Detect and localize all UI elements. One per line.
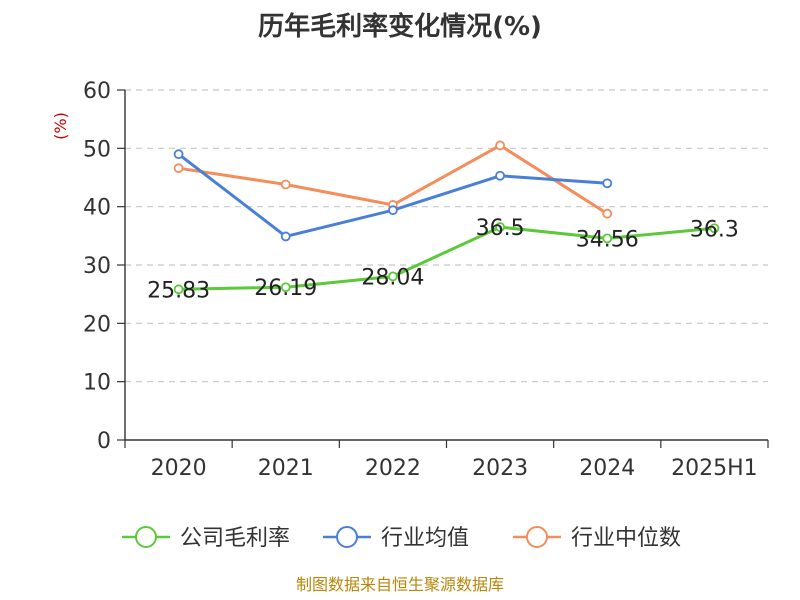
x-tick-label: 2020 [151,456,207,481]
y-tick-label: 30 [83,254,111,279]
data-point-series-1 [173,149,184,160]
data-label: 28.04 [361,265,424,290]
y-tick-label: 50 [83,137,111,162]
x-tick-label: 2021 [258,456,314,481]
data-point-series-1 [495,170,505,181]
data-point-series-2 [602,208,613,219]
data-point-series-2 [280,179,291,190]
x-axis-ticks: 2020 2021 2022 2023 2024 2025H1 [124,440,769,481]
legend-marker-icon [336,526,358,548]
data-point-series-0 [388,271,398,282]
data-point-series-1 [388,205,398,216]
series-line-0 [178,225,715,291]
data-labels: 25.83 26.19 28.04 36.5 34.56 36.3 [147,216,739,303]
legend-label: 公司毛利率 [180,526,290,551]
data-label: 36.3 [690,217,739,242]
gridlines [125,89,768,383]
x-tick-label: 2022 [365,456,421,481]
legend-marker-icon [526,526,548,548]
data-point-series-0 [602,233,613,244]
legend-item-2[interactable]: 行业中位数 [513,526,681,551]
data-point-series-1 [602,178,613,189]
legend-item-0[interactable]: 公司毛利率 [122,526,290,551]
y-tick-label: 20 [83,312,111,337]
x-tick-label: 2025H1 [671,456,758,481]
source-note: 制图数据来自恒生聚源数据库 [296,575,504,594]
legend-label: 行业均值 [381,526,469,551]
y-axis-ticks: 0 10 20 30 40 50 60 [83,79,125,454]
x-tick-label: 2023 [472,456,528,481]
series-points [173,140,720,295]
legend-label: 行业中位数 [571,526,681,551]
data-label: 26.19 [254,276,317,301]
x-tick-label: 2024 [579,456,635,481]
y-tick-label: 60 [83,79,111,104]
data-label: 34.56 [576,227,639,252]
y-axis-unit-label: (%) [51,112,70,140]
data-point-series-0 [495,222,505,232]
data-point-series-2 [173,163,184,174]
data-point-series-0 [280,282,291,293]
y-tick-label: 0 [97,429,111,454]
series-line-1 [177,153,608,238]
legend-marker-icon [135,526,157,548]
data-point-series-2 [495,140,505,151]
chart-title: 历年毛利率变化情况(%) [258,11,542,42]
data-point-series-0 [173,284,184,295]
y-tick-label: 40 [83,196,111,221]
y-tick-label: 10 [83,371,111,396]
data-point-series-0 [709,223,720,234]
data-point-series-1 [280,231,291,242]
legend[interactable]: 公司毛利率 行业均值 行业中位数 [122,526,681,551]
data-label: 25.83 [147,278,210,303]
series-lines [177,143,715,291]
legend-item-1[interactable]: 行业均值 [323,526,469,551]
data-label: 36.5 [476,216,525,241]
